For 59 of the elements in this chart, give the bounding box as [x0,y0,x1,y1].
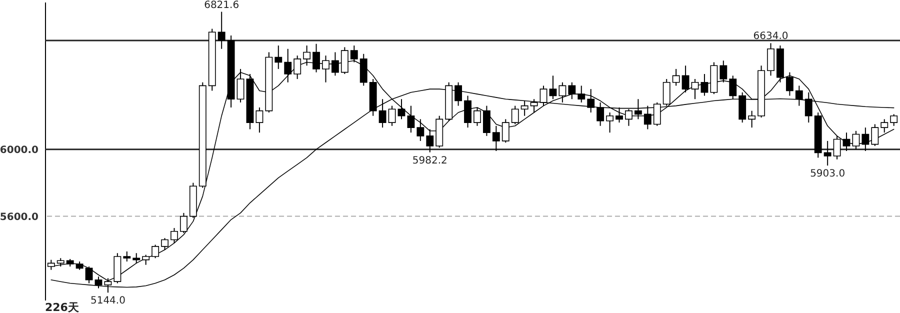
candlestick [634,98,642,120]
candlestick [625,108,632,126]
candlestick [871,124,879,146]
candlestick [616,106,623,124]
candlestick [407,105,415,134]
candlestick [606,112,614,134]
candlestick [161,238,168,250]
candlestick [862,127,870,152]
candlestick [549,75,557,100]
candlestick [644,105,652,130]
annotation: 5903.0 [810,168,846,180]
annotation: 6634.0 [753,31,788,42]
candlestick [511,105,519,125]
candlestick [578,85,586,103]
candlestick [474,106,481,126]
candlestick [142,254,150,266]
candlestick [218,11,226,50]
annotation: 5982.2 [412,155,448,166]
y-tick-label: 5600.0 [0,212,39,223]
candlestick [416,118,424,142]
candlestick [388,105,396,126]
candlestick [568,82,576,100]
candlestick [596,102,604,126]
candlestick [824,140,832,166]
candlestick [700,73,708,96]
y-tick-label: 6000.0 [0,144,39,156]
candlestick [804,92,812,124]
annotation: 6821.6 [204,0,240,11]
candlestick [767,42,774,76]
candlestick [464,95,472,128]
candlestick [482,105,490,136]
candlestick [378,98,386,128]
candlestick [236,68,244,103]
candlestick [653,102,661,126]
candlestick [833,135,841,160]
annotation: 5144.0 [90,296,126,307]
candlestick [672,68,680,86]
candlestick [152,244,160,259]
candlestick [123,250,131,262]
candlestick [691,78,699,100]
candlestick [492,125,500,152]
candlestick [842,132,850,152]
candlestick [398,98,406,120]
candlestick [520,100,528,116]
candlestick [738,92,746,124]
candlestick [256,106,264,134]
candlestick [786,72,794,96]
candlestick [502,118,510,144]
candlestick [132,252,140,264]
candlestick [274,45,282,70]
candlestick [530,98,538,113]
text: 226天 [45,301,80,313]
candlestick [852,130,860,150]
candlestick [170,228,178,244]
candlestick [748,110,756,128]
candlestick [426,128,434,153]
candlestick [682,65,690,93]
candlestick [880,118,888,134]
candlestick [180,212,188,234]
